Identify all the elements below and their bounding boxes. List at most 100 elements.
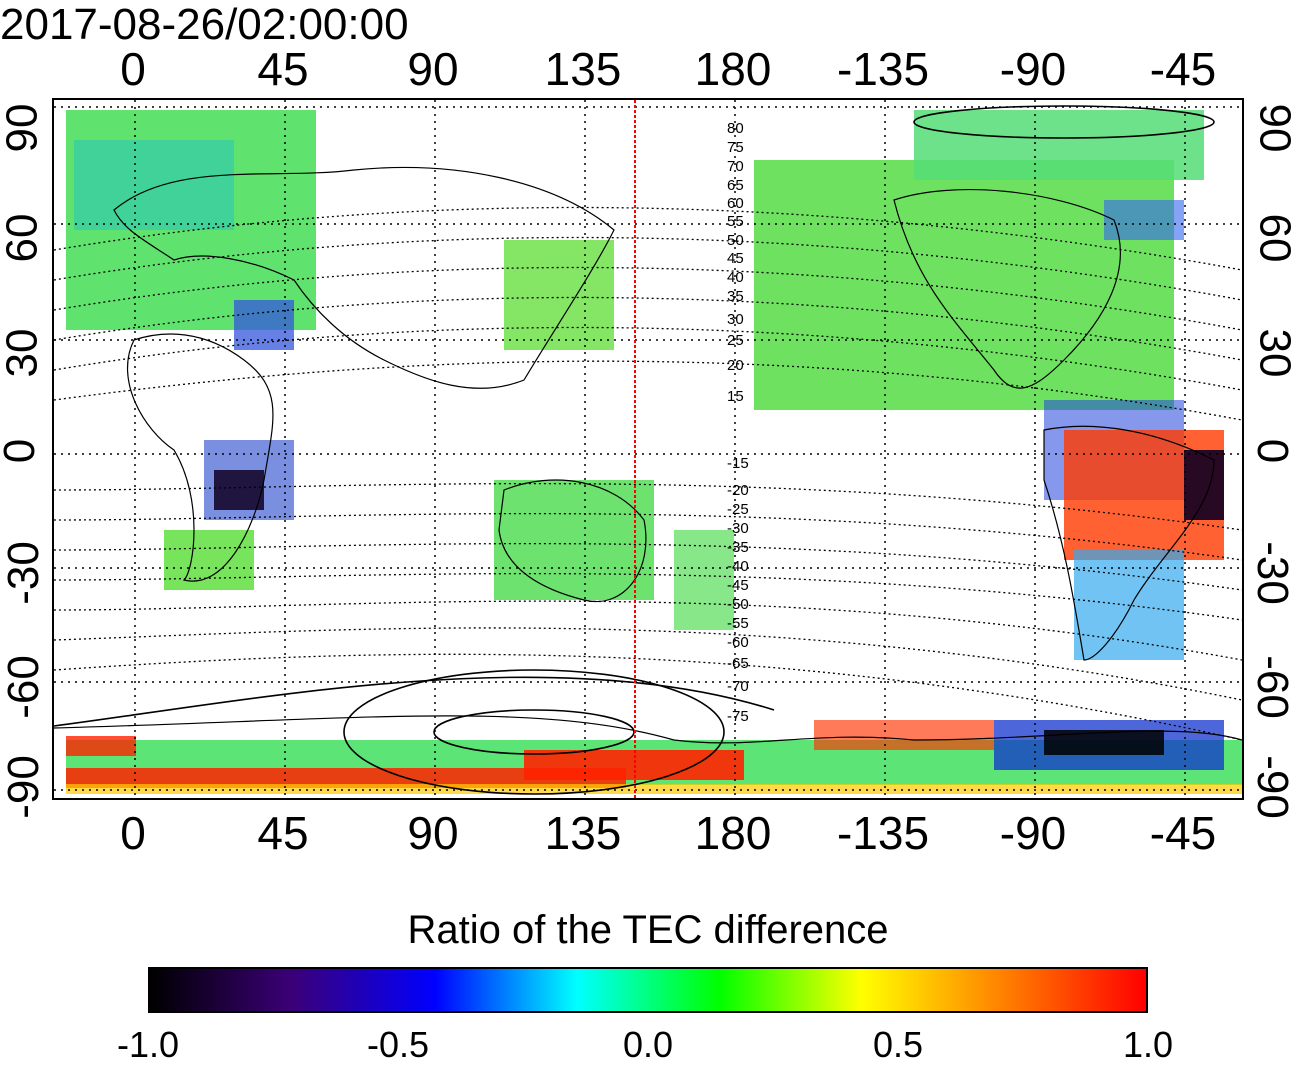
coastline [893, 189, 1121, 389]
mag-contour [54, 326, 1242, 391]
tec-data-patches [66, 110, 1242, 794]
mag-contour [54, 296, 1242, 361]
mag-lat-label: -15 [727, 455, 749, 472]
data-patch [814, 720, 994, 750]
mag-contour [54, 627, 1242, 701]
coastlines [54, 166, 1242, 744]
mag-lat-label: -20 [727, 482, 749, 499]
mag-lat-label: -30 [727, 520, 749, 537]
colorbar-tick-label: 0.5 [872, 1024, 924, 1065]
data-patch [1104, 200, 1184, 240]
lon-top-label: -45 [1149, 43, 1217, 95]
data-patch [914, 110, 1204, 180]
lon-bottom-label: -90 [999, 807, 1067, 859]
mag-lat-label: -65 [727, 655, 749, 672]
lon-top-label: -90 [999, 43, 1067, 95]
mag-contour [54, 600, 1242, 661]
colorbar-tick-label: -1.0 [116, 1024, 180, 1065]
colorbar-title: Ratio of the TEC difference [407, 908, 889, 952]
mag-lat-label: 60 [727, 195, 744, 212]
lon-top-label: 0 [120, 43, 146, 95]
data-patch [66, 768, 626, 788]
colorbar-tick-label: 0.0 [622, 1024, 674, 1065]
mag-lat-label: 45 [727, 250, 744, 267]
lat-right-label: -60 [1247, 655, 1296, 719]
mag-lat-label: -70 [727, 678, 749, 695]
mag-lat-label: 25 [727, 332, 744, 349]
timestamp-label: 2017-08-26/02:00:00 [0, 0, 409, 49]
mag-lat-label: -75 [727, 708, 749, 725]
data-patch [74, 140, 234, 230]
mag-lat-label: -25 [727, 501, 749, 518]
data-patch [66, 736, 136, 756]
lon-top-label: 180 [694, 43, 772, 95]
coastline [498, 479, 647, 603]
mag-lat-label: 20 [727, 357, 744, 374]
colorbar-gradient [148, 967, 1148, 1013]
lon-bottom-label: 0 [120, 807, 146, 859]
lat-right-label: 0 [1248, 438, 1296, 464]
coastline [126, 333, 274, 582]
mag-lat-label: -60 [727, 634, 749, 651]
mag-contour [54, 236, 1242, 301]
data-patch [66, 784, 1242, 794]
coastline [54, 715, 1242, 744]
lon-grid [134, 100, 1186, 798]
data-patch [234, 300, 294, 350]
map-canvas: 80 75 70 65 60 55 50 45 40 35 30 25 20 1… [54, 100, 1242, 798]
lat-right-label: -30 [1247, 541, 1296, 605]
lat-left-label: -30 [0, 541, 48, 605]
lon-top-label: 90 [407, 43, 459, 95]
mag-lat-label: 70 [727, 158, 744, 175]
lat-right-label: 30 [1250, 328, 1296, 378]
lon-bottom-label: -45 [1149, 807, 1217, 859]
mag-contour [54, 653, 1242, 741]
polar-oval [913, 105, 1215, 139]
lon-bottom-label: 180 [694, 807, 772, 859]
lat-grid [54, 106, 1242, 791]
mag-lat-label: -40 [727, 558, 749, 575]
mag-lat-label: 40 [727, 269, 744, 286]
lon-bottom-label: -135 [836, 807, 930, 859]
mag-lat-label: -35 [727, 539, 749, 556]
lat-left-label: 0 [0, 438, 45, 464]
data-patch [674, 530, 734, 630]
mag-contour [54, 206, 1242, 271]
mag-lat-label: -55 [727, 615, 749, 632]
mag-contour [54, 360, 1242, 421]
data-patch [504, 240, 614, 350]
mag-lat-label: 65 [727, 177, 744, 194]
mag-lat-label: 30 [727, 311, 744, 328]
mag-lat-label: 55 [727, 213, 744, 230]
lon-bottom-label: 90 [407, 807, 459, 859]
lon-top-label: -135 [836, 43, 930, 95]
data-patch [494, 480, 654, 600]
lon-bottom-label: 45 [257, 807, 309, 859]
lon-bottom-label: 135 [544, 807, 622, 859]
polar-contour [54, 676, 775, 727]
data-patch [214, 470, 264, 510]
mag-lat-labels: 80 75 70 65 60 55 50 45 40 35 30 25 20 1… [727, 120, 749, 725]
coastline [113, 166, 615, 389]
data-patch [1184, 450, 1224, 520]
mag-lat-label: -50 [727, 596, 749, 613]
data-patch [1044, 730, 1164, 755]
mag-lat-label: 35 [727, 288, 744, 305]
coastline [1043, 425, 1215, 661]
lat-left-label: 90 [0, 103, 47, 153]
lat-left-label: -90 [0, 755, 48, 819]
mag-lat-label: 80 [727, 120, 744, 137]
magnetic-contours [54, 206, 1242, 741]
polar-oval [343, 669, 725, 795]
lat-left-label: 60 [0, 213, 47, 263]
lat-right-label: 60 [1250, 213, 1296, 263]
mag-lat-label: 75 [727, 139, 744, 156]
mag-lat-label: -45 [727, 577, 749, 594]
data-patch [754, 160, 1174, 410]
lat-right-label: 90 [1250, 103, 1296, 153]
lat-left-label: -60 [0, 655, 48, 719]
mag-contour [54, 266, 1242, 331]
tec-map: 80 75 70 65 60 55 50 45 40 35 30 25 20 1… [52, 98, 1244, 800]
lat-left-label: 30 [0, 328, 47, 378]
mag-lat-label: 50 [727, 232, 744, 249]
